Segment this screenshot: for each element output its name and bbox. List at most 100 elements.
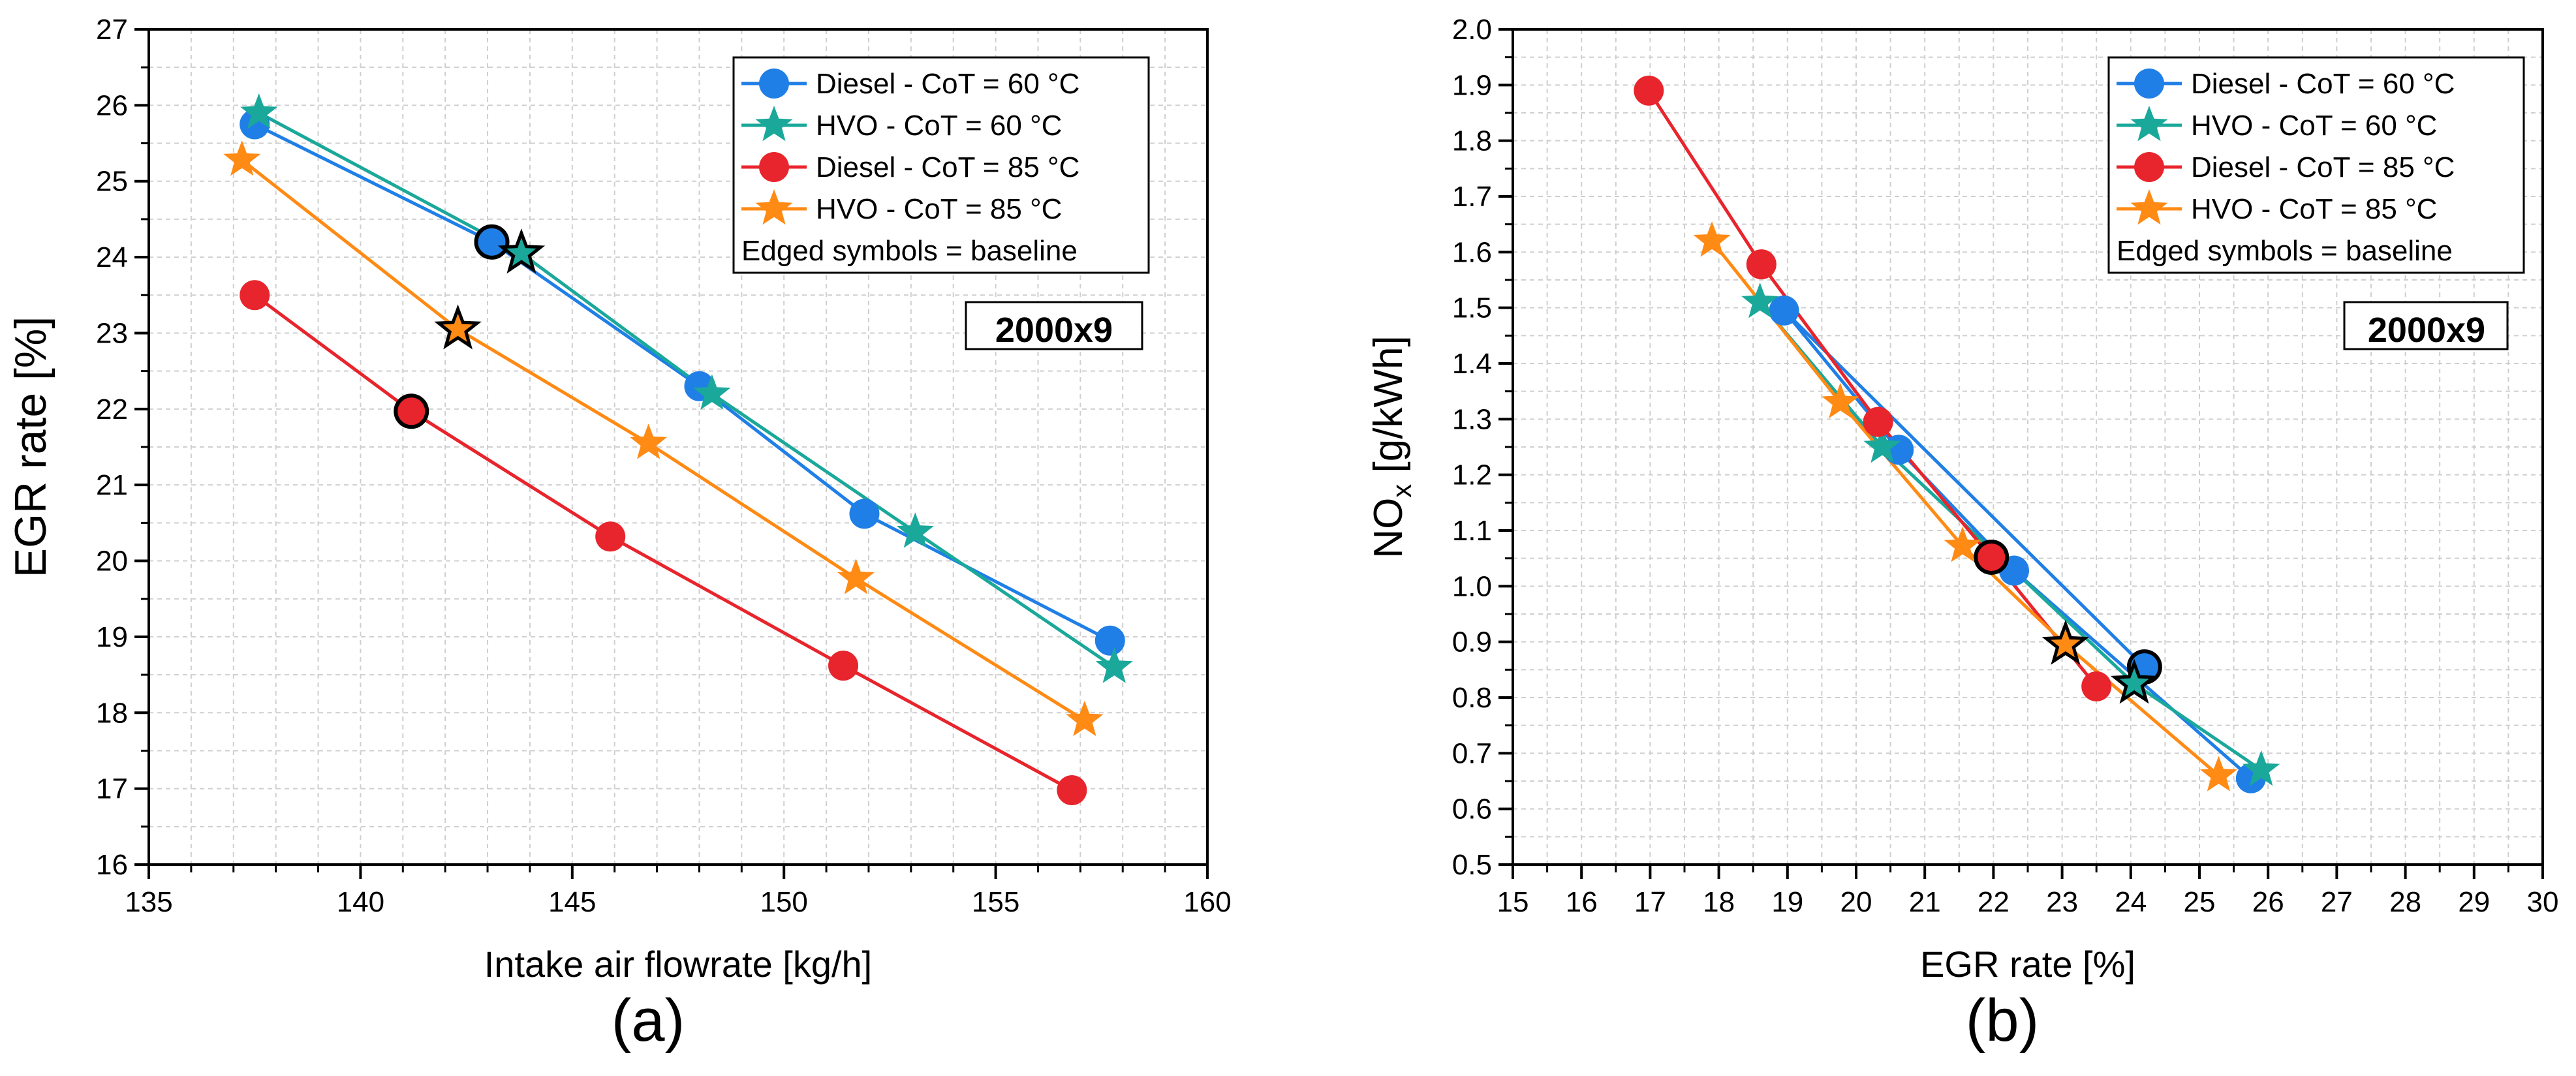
panel-a-annotation-box — [965, 301, 1143, 350]
panel-b-series-2-point — [1863, 427, 1901, 463]
panel-b-y-tick-label: 1.8 — [1452, 125, 1492, 157]
panel-b-ticks: 15 16 17 18 19 20 21 22 23 24 25 26 27 28 29 30 0.5 0.6 0.… — [1452, 14, 2559, 918]
panel-a-y-tick-label: 18 — [96, 697, 128, 729]
panel-b-series-3-point — [1863, 407, 1893, 437]
panel-b-y-tick-label: 1.9 — [1452, 69, 1492, 101]
panel-a-x-tick-label: 155 — [972, 886, 1019, 918]
panel-b-y-tick-label: 0.5 — [1452, 849, 1492, 881]
panel-b-x-tick-label: 15 — [1497, 886, 1529, 918]
panel-a-y-tick-label: 19 — [96, 621, 128, 653]
panel-a-series-4-point — [630, 423, 668, 459]
panel-b-x-tick-label: 25 — [2184, 886, 2216, 918]
panel-a-x-axis-label: Intake air flowrate [kg/h] — [484, 944, 873, 985]
panel-a-series-3-point — [1057, 775, 1087, 805]
panel-b-series-1-point — [1769, 295, 1799, 326]
panel-b-x-tick-label: 24 — [2115, 886, 2147, 918]
panel-b-legend-swatch-marker — [2130, 189, 2168, 225]
panel-b-x-axis-label: EGR rate [%] — [1920, 944, 2135, 985]
panel-b-x-tick-label: 20 — [1840, 886, 1872, 918]
panel-a-series-3-point — [394, 393, 429, 429]
panel-b-x-tick-label: 28 — [2389, 886, 2421, 918]
panel-b-y-tick-label: 1.2 — [1452, 459, 1492, 491]
panel-a-series-line-3 — [253, 294, 1073, 792]
panel-b-legend-box — [2107, 56, 2525, 274]
panel-a-legend: Diesel - CoT = 60 °C HVO - CoT = 60 °C Die… — [732, 56, 1150, 274]
panel-b-legend-label: Diesel - CoT = 60 °C — [2191, 68, 2455, 100]
panel-a-series-4-point — [223, 140, 261, 176]
panel-a-series-2-point — [1095, 647, 1133, 683]
panel-b-y-tick-label: 2.0 — [1452, 14, 1492, 46]
panel-a-grid — [149, 29, 1207, 865]
panel-b-series-4-point — [1944, 526, 1981, 562]
panel-b-series-3-point — [2081, 671, 2112, 701]
panel-b-annotation-box — [2343, 301, 2509, 350]
panel-a-y-axis-label: EGR rate [%] — [6, 316, 55, 578]
panel-b-legend-label: Diesel - CoT = 85 °C — [2191, 151, 2455, 183]
panel-a-y-tick-label: 25 — [96, 166, 128, 198]
panel-b-series-group — [1634, 75, 2280, 793]
panel-b-y-tick-label: 1.4 — [1452, 348, 1492, 380]
panel-b-series-4-point — [2199, 756, 2237, 792]
panel-a-y-tick-label: 24 — [96, 241, 128, 273]
panel-b-y-tick-label: 1.0 — [1452, 570, 1492, 602]
panel-a-caption: (a) — [612, 987, 685, 1054]
panel-b-x-tick-label: 21 — [1909, 886, 1941, 918]
panel-a-series-1-point — [1094, 625, 1125, 656]
panel-b-y-tick-label: 1.3 — [1452, 403, 1492, 435]
panel-b-x-tick-label: 17 — [1634, 886, 1666, 918]
panel-b-y-axis-label-subscript: x — [1386, 484, 1417, 498]
panel-b-series-2-point — [1741, 283, 1779, 318]
panel-b-y-tick-label: 0.8 — [1452, 682, 1492, 714]
panel-b-x-tick-label: 16 — [1566, 886, 1598, 918]
panel-a-legend-swatch-marker — [755, 189, 793, 225]
panel-b-annotation: 2000x9 — [2368, 311, 2485, 350]
panel-a-x-tick-label: 160 — [1183, 886, 1231, 918]
panel-b-legend-label: HVO - CoT = 60 °C — [2191, 110, 2437, 142]
panel-b-x-tick-label: 18 — [1703, 886, 1735, 918]
panel-a-frame: 135 140 145 150 155 160 16 17 18 19 20 21 22 23 24 25 26… — [96, 14, 1232, 918]
panel-b-y-tick-label: 1.7 — [1452, 181, 1492, 213]
panel-b-y-axis-label-main: NO — [1366, 498, 1411, 559]
panel-a-series-4-point — [1066, 700, 1104, 737]
panel-a-legend-label: Diesel - CoT = 60 °C — [816, 68, 1079, 100]
panel-a-series-1-point — [474, 224, 510, 260]
panel-a-series-4-point — [837, 559, 875, 594]
panel-a-legend-box — [732, 56, 1150, 274]
panel-b-x-tick-label: 22 — [1978, 886, 2010, 918]
panel-a-legend-swatch-marker — [759, 152, 789, 182]
panel-b-legend-note: Edged symbols = baseline — [2117, 235, 2453, 267]
panel-a: 135 140 145 150 155 160 16 17 18 19 20 21 22 23 24 25 26… — [6, 14, 1232, 1054]
panel-a-legend-label: Diesel - CoT = 85 °C — [816, 151, 1079, 183]
panel-a-y-tick-label: 27 — [96, 14, 128, 46]
panel-b-legend-swatch-marker — [2134, 152, 2164, 182]
panel-b-y-axis-label: NOx [g/kWh] — [1366, 335, 1417, 558]
panel-a-legend-label: HVO - CoT = 85 °C — [816, 193, 1062, 225]
panel-a-series-2-point — [693, 374, 731, 410]
panel-b-legend-label: HVO - CoT = 85 °C — [2191, 193, 2437, 225]
panel-a-series-4-point — [434, 304, 482, 350]
panel-b-series-4-point — [1822, 382, 1859, 418]
panel-a-y-tick-label: 26 — [96, 89, 128, 121]
panel-b-series-3-point — [1746, 249, 1777, 280]
panel-b-y-tick-label: 1.1 — [1452, 515, 1492, 547]
panel-a-series-group — [223, 93, 1133, 805]
panel-a-series-2-point — [240, 93, 278, 129]
panel-a-annotation: 2000x9 — [995, 311, 1113, 350]
panel-b-series-2-point — [2110, 658, 2158, 704]
panel-b-x-tick-label: 27 — [2321, 886, 2353, 918]
panel-b-series-4-point — [2041, 619, 2090, 665]
panel-b-series-3-point — [1634, 75, 1664, 106]
panel-a-legend-swatch-marker — [759, 69, 789, 99]
panel-b-legend-swatch-marker — [2130, 106, 2168, 142]
panel-b-x-tick-label: 26 — [2252, 886, 2284, 918]
panel-a-x-tick-label: 140 — [337, 886, 384, 918]
panel-a-legend-swatch-marker — [755, 106, 793, 142]
panel-a-series-3-point — [828, 651, 859, 681]
panel-a-x-tick-label: 145 — [548, 886, 596, 918]
panel-a-ticks: 135 140 145 150 155 160 16 17 18 19 20 21 22 23 24 25 26… — [96, 14, 1232, 918]
panel-b-x-tick-label: 30 — [2527, 886, 2559, 918]
panel-a-x-tick-label: 135 — [125, 886, 172, 918]
panel-b-y-axis-label-unit: [g/kWh] — [1366, 335, 1411, 484]
panel-b-y-tick-label: 1.5 — [1452, 292, 1492, 324]
